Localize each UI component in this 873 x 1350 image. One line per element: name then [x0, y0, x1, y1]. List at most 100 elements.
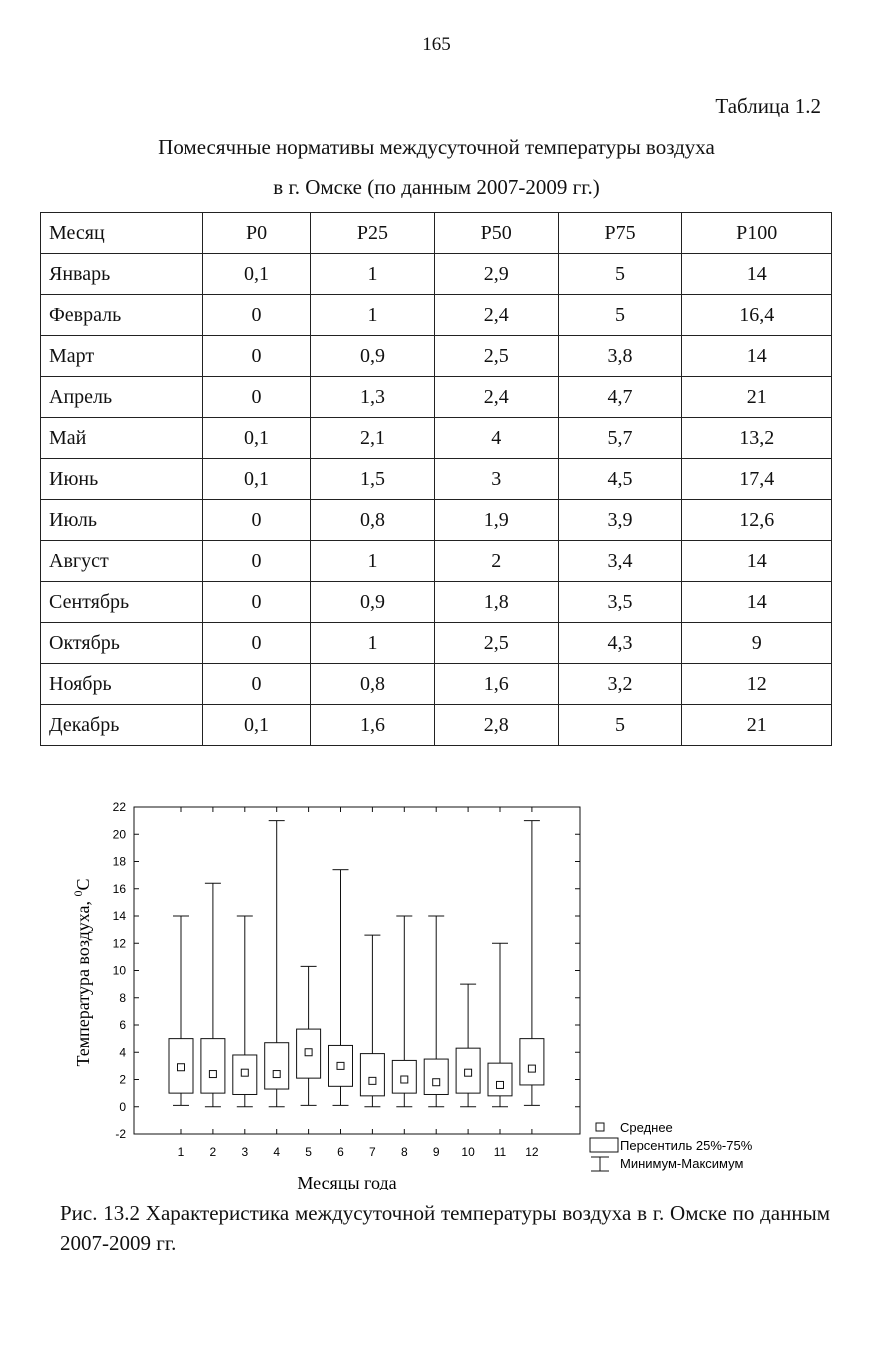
mean-marker	[240, 1068, 249, 1077]
month-cell: Январь	[40, 253, 203, 295]
value-cell: 5	[557, 294, 683, 336]
y-axis-unit: C	[73, 878, 93, 890]
x-tick-label: 3	[241, 1145, 248, 1159]
value-cell: 0,1	[201, 704, 312, 746]
x-tick-label: 12	[525, 1145, 539, 1159]
y-tick-label: 8	[119, 991, 126, 1005]
value-cell: 2,9	[433, 253, 559, 295]
month-cell: Апрель	[40, 376, 203, 418]
month-cell: Сентябрь	[40, 581, 203, 623]
value-cell: 16,4	[681, 294, 832, 336]
y-tick-label: 16	[113, 882, 127, 896]
value-cell: 0	[201, 581, 312, 623]
value-cell: 0	[201, 663, 312, 705]
y-tick-label: 10	[113, 964, 127, 978]
value-cell: 13,2	[681, 417, 832, 459]
percentile-box	[423, 1058, 449, 1095]
y-tick-label: -2	[115, 1127, 126, 1141]
value-cell: 0	[201, 294, 312, 336]
mean-marker	[432, 1078, 441, 1087]
norms-table: Месяц P0 P25 P50 P75 P100 Январь 0,1 1 2,9 5…	[40, 212, 832, 746]
y-tick-label: 14	[113, 909, 127, 923]
y-tick-label: 2	[119, 1073, 126, 1087]
legend-label-mean: Среднее	[620, 1120, 673, 1135]
table-body: Январь 0,1 1 2,9 5 14 Февраль 0 1 2,4 5 16,4 Март 0 0,…	[40, 253, 832, 746]
table-row: Апрель 0 1,3 2,4 4,7 21	[40, 376, 832, 418]
value-cell: 1,8	[433, 581, 559, 623]
mean-marker	[400, 1075, 409, 1084]
value-cell: 0,8	[310, 499, 435, 541]
value-cell: 0,9	[310, 581, 435, 623]
value-cell: 12	[681, 663, 832, 705]
y-axis-unit-sup: 0	[71, 890, 85, 896]
value-cell: 4,5	[557, 458, 683, 500]
value-cell: 3,4	[557, 540, 683, 582]
value-cell: 5	[557, 704, 683, 746]
table-row: Январь 0,1 1 2,9 5 14	[40, 253, 832, 295]
value-cell: 9	[681, 622, 832, 664]
value-cell: 21	[681, 704, 832, 746]
percentile-box	[487, 1062, 513, 1097]
value-cell: 2,8	[433, 704, 559, 746]
value-cell: 3,9	[557, 499, 683, 541]
value-cell: 4,3	[557, 622, 683, 664]
table-row: Июнь 0,1 1,5 3 4,5 17,4	[40, 458, 832, 500]
month-cell: Март	[40, 335, 203, 377]
x-tick-label: 6	[337, 1145, 344, 1159]
month-cell: Июль	[40, 499, 203, 541]
percentile-box	[200, 1038, 226, 1094]
y-tick-label: 12	[113, 936, 127, 950]
mean-marker	[368, 1076, 377, 1085]
page-number: 165	[422, 34, 451, 55]
month-cell: Февраль	[40, 294, 203, 336]
value-cell: 1	[310, 253, 435, 295]
mean-marker	[527, 1064, 536, 1073]
month-cell: Май	[40, 417, 203, 459]
header-cell: P100	[681, 212, 832, 254]
value-cell: 4,7	[557, 376, 683, 418]
y-axis-label-text: Температура воздуха,	[73, 896, 93, 1066]
x-tick-label: 11	[494, 1145, 507, 1159]
value-cell: 1	[310, 294, 435, 336]
legend-label-percentile: Персентиль 25%-75%	[620, 1138, 753, 1153]
value-cell: 5	[557, 253, 683, 295]
x-axis-label: Месяцы года	[297, 1173, 396, 1190]
value-cell: 1,5	[310, 458, 435, 500]
value-cell: 14	[681, 253, 832, 295]
value-cell: 1	[310, 622, 435, 664]
value-cell: 21	[681, 376, 832, 418]
table-title-line2: в г. Омске (по данным 2007-2009 гг.)	[273, 175, 600, 199]
value-cell: 1,3	[310, 376, 435, 418]
y-tick-label: 0	[119, 1100, 126, 1114]
value-cell: 0	[201, 499, 312, 541]
value-cell: 14	[681, 540, 832, 582]
value-cell: 0,1	[201, 417, 312, 459]
x-tick-label: 9	[433, 1145, 440, 1159]
percentile-box	[264, 1042, 290, 1090]
mean-marker	[177, 1063, 185, 1072]
percentile-box	[359, 1053, 385, 1097]
x-tick-label: 10	[461, 1145, 475, 1159]
value-cell: 5,7	[557, 417, 683, 459]
value-cell: 1,9	[433, 499, 559, 541]
x-tick-label: 5	[305, 1145, 312, 1159]
value-cell: 3,5	[557, 581, 683, 623]
mean-marker	[272, 1070, 281, 1079]
value-cell: 2,4	[433, 294, 559, 336]
mean-marker	[496, 1080, 504, 1089]
header-cell: Месяц	[40, 212, 203, 254]
x-tick-label: 4	[273, 1145, 280, 1159]
table-label: Таблица 1.2	[715, 94, 821, 118]
table-row: Июль 0 0,8 1,9 3,9 12,6	[40, 499, 832, 541]
value-cell: 0,1	[201, 458, 312, 500]
value-cell: 0	[201, 376, 312, 418]
table-row: Август 0 1 2 3,4 14	[40, 540, 832, 582]
y-axis-label: Температура воздуха, 0C	[71, 878, 93, 1066]
table-row: Февраль 0 1 2,4 5 16,4	[40, 294, 832, 336]
mean-marker	[464, 1068, 473, 1077]
value-cell: 3,2	[557, 663, 683, 705]
value-cell: 14	[681, 581, 832, 623]
value-cell: 0,1	[201, 253, 312, 295]
value-cell: 17,4	[681, 458, 832, 500]
